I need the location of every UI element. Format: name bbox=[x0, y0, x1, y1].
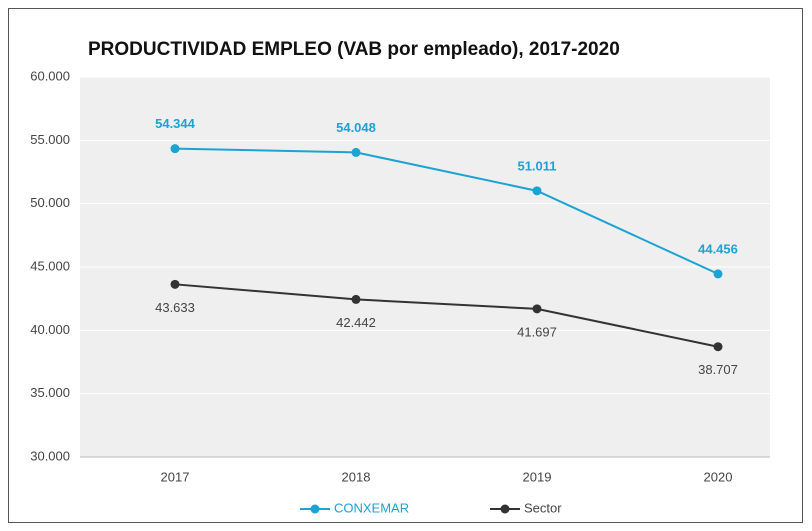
y-tick-label: 30.000 bbox=[30, 448, 70, 463]
data-label: 41.697 bbox=[517, 324, 557, 339]
data-label: 51.011 bbox=[517, 158, 556, 173]
legend-marker bbox=[310, 504, 320, 514]
legend-label: Sector bbox=[524, 500, 562, 515]
data-label: 42.442 bbox=[336, 315, 376, 330]
data-label: 38.707 bbox=[698, 362, 738, 377]
data-point bbox=[351, 147, 361, 157]
data-point bbox=[351, 294, 361, 304]
y-tick-label: 50.000 bbox=[30, 195, 70, 210]
y-tick-label: 40.000 bbox=[30, 322, 70, 337]
data-point bbox=[532, 186, 542, 196]
data-point bbox=[170, 144, 180, 154]
y-tick-label: 45.000 bbox=[30, 258, 70, 273]
series-line bbox=[174, 283, 719, 348]
legend-marker bbox=[500, 504, 510, 514]
x-tick-label: 2018 bbox=[342, 469, 371, 484]
data-label: 43.633 bbox=[155, 300, 195, 315]
data-point bbox=[713, 342, 723, 352]
series-line bbox=[174, 147, 719, 275]
legend-label: CONXEMAR bbox=[334, 500, 409, 515]
y-tick-label: 35.000 bbox=[30, 385, 70, 400]
x-tick-label: 2019 bbox=[523, 469, 552, 484]
y-tick-label: 60.000 bbox=[30, 68, 70, 83]
chart-title: PRODUCTIVIDAD EMPLEO (VAB por empleado),… bbox=[88, 39, 620, 60]
data-label: 54.048 bbox=[336, 120, 376, 135]
data-point bbox=[532, 304, 542, 314]
data-label: 44.456 bbox=[698, 241, 738, 256]
x-tick-label: 2020 bbox=[704, 469, 733, 484]
data-label: 54.344 bbox=[155, 116, 196, 131]
y-tick-label: 55.000 bbox=[30, 132, 70, 147]
data-point bbox=[170, 279, 180, 289]
x-tick-label: 2017 bbox=[161, 469, 190, 484]
data-point bbox=[713, 269, 723, 279]
